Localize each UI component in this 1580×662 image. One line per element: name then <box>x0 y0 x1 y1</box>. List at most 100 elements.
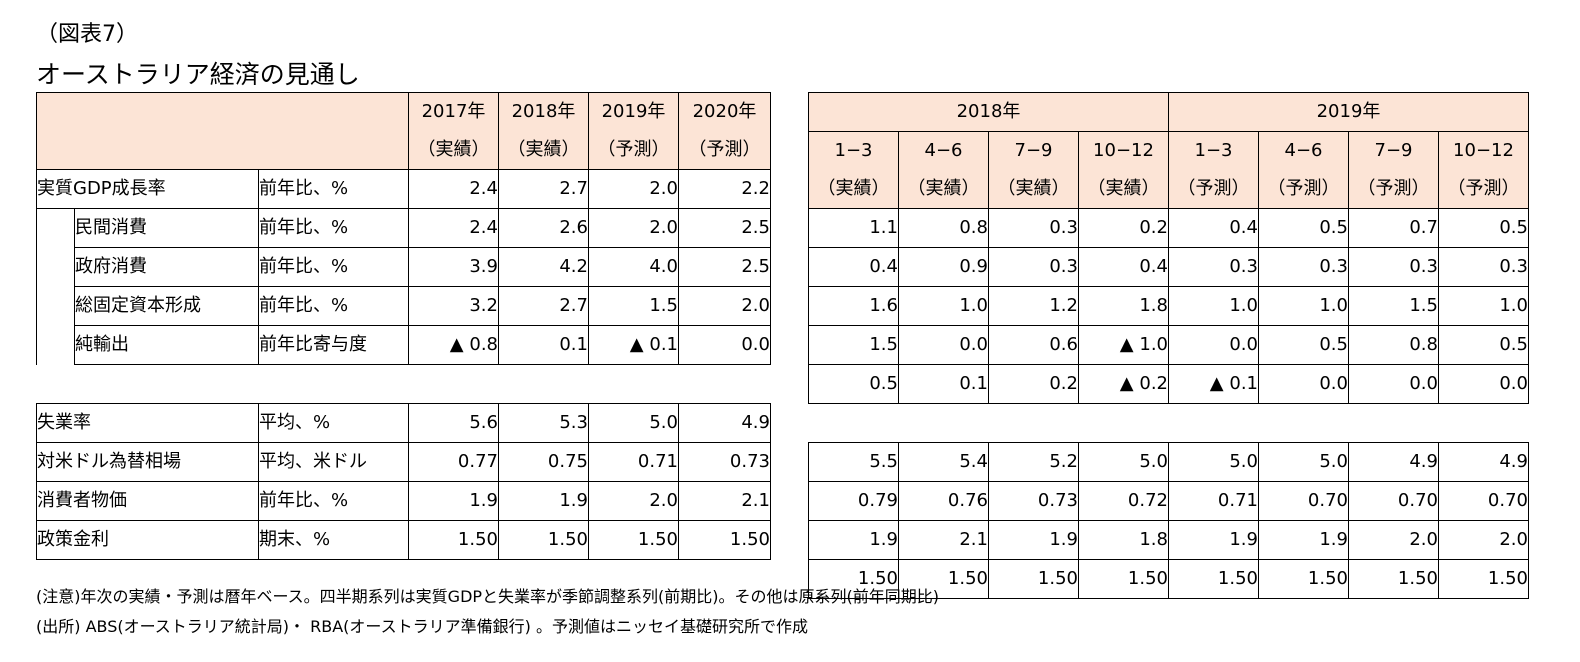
indicator-label: 民間消費 <box>74 208 259 248</box>
annual-value-cell: 4.9 <box>678 403 771 443</box>
quarterly-value-cell: 1.5 <box>1348 286 1439 326</box>
indent-cell <box>36 247 75 287</box>
quarterly-value-cell: 0.3 <box>1438 247 1529 287</box>
table-row: 消費者物価 前年比、% 1.9 1.9 2.0 2.1 <box>36 481 771 521</box>
indicator-label: 実質GDP成長率 <box>36 169 259 209</box>
annual-value-cell: 2.0 <box>678 286 771 326</box>
quarter-label: 7−9 <box>1014 140 1053 161</box>
year-header: 2019年 <box>588 92 679 131</box>
quarterly-value-cell: 1.0 <box>1258 286 1349 326</box>
quarterly-value-cell: 0.0 <box>1168 325 1259 365</box>
unit-label: 平均、% <box>258 403 409 443</box>
indicator-label: 総固定資本形成 <box>74 286 259 326</box>
quarter-header: 10−12 （予測） <box>1438 131 1529 209</box>
quarter-header: 10−12 （実績） <box>1078 131 1169 209</box>
indent-cell <box>36 286 75 326</box>
quarterly-value-cell: 5.5 <box>808 442 899 482</box>
table-row: 実質GDP成長率 前年比、% 2.4 2.7 2.0 2.2 <box>36 169 771 209</box>
unit-label: 前年比、% <box>258 247 409 287</box>
table-row: 1.6 1.0 1.2 1.8 1.0 1.0 1.5 1.0 <box>808 286 1529 326</box>
indicator-label: 対米ドル為替相場 <box>36 442 259 482</box>
forecast-type-label: （予測） <box>1447 178 1520 199</box>
forecast-type-header: （実績） <box>408 131 499 170</box>
annual-value-cell: 0.1 <box>498 325 589 365</box>
quarterly-value-cell: 0.0 <box>898 325 989 365</box>
indent-cell <box>36 208 75 248</box>
unit-label: 前年比寄与度 <box>258 325 409 365</box>
table-row: 1.5 0.0 0.6 ▲ 1.0 0.0 0.5 0.8 0.5 <box>808 325 1529 365</box>
quarter-header: 1−3 （予測） <box>1168 131 1259 209</box>
indicator-label: 消費者物価 <box>36 481 259 521</box>
quarterly-value-cell: 5.4 <box>898 442 989 482</box>
annual-value-cell: 1.9 <box>408 481 499 521</box>
quarterly-value-cell: 1.0 <box>898 286 989 326</box>
quarter-label: 7−9 <box>1374 140 1413 161</box>
figure-label: （図表7） <box>36 22 138 47</box>
quarterly-value-cell: 4.9 <box>1438 442 1529 482</box>
quarterly-value-cell: 0.70 <box>1348 481 1439 521</box>
annual-value-cell: 5.0 <box>588 403 679 443</box>
year-header: 2017年 <box>408 92 499 131</box>
annual-value-cell: 2.7 <box>498 286 589 326</box>
year-header: 2020年 <box>678 92 771 131</box>
annual-value-cell: 2.5 <box>678 208 771 248</box>
annual-value-cell: 2.2 <box>678 169 771 209</box>
quarterly-value-cell: 0.2 <box>1078 208 1169 248</box>
indicator-label: 失業率 <box>36 403 259 443</box>
note-remark: (注意)年次の実績・予測は暦年ベース。四半期系列は実質GDPと失業率が季節調整系… <box>36 587 940 606</box>
annual-value-cell: 1.50 <box>678 520 771 560</box>
quarterly-value-cell: 1.50 <box>1258 559 1349 599</box>
year-group-header: 2018年 <box>808 92 1169 132</box>
table-row: 0.5 0.1 0.2 ▲ 0.2 ▲ 0.1 0.0 0.0 0.0 <box>808 364 1529 404</box>
annual-value-cell: 4.2 <box>498 247 589 287</box>
table-row: 政策金利 期末、% 1.50 1.50 1.50 1.50 <box>36 520 771 560</box>
quarterly-value-cell: 1.50 <box>988 559 1079 599</box>
forecast-type-header: （予測） <box>588 131 679 170</box>
annual-value-cell: 1.50 <box>498 520 589 560</box>
quarterly-value-cell: 0.1 <box>898 364 989 404</box>
quarterly-value-cell: 5.0 <box>1078 442 1169 482</box>
annual-value-cell: 0.75 <box>498 442 589 482</box>
annual-table: 2017年 2018年 2019年 2020年 （実績） （実績） （予測） （予測） 実質GD… <box>36 92 771 560</box>
quarterly-value-cell: 0.70 <box>1258 481 1349 521</box>
quarterly-value-cell: 0.3 <box>1348 247 1439 287</box>
quarterly-value-cell: 1.0 <box>1168 286 1259 326</box>
quarterly-value-cell: 2.1 <box>898 520 989 560</box>
quarterly-value-cell: 0.2 <box>988 364 1079 404</box>
indicator-label: 純輸出 <box>74 325 259 365</box>
table-row: 失業率 平均、% 5.6 5.3 5.0 4.9 <box>36 403 771 443</box>
year-header: 2018年 <box>498 92 589 131</box>
quarterly-value-cell: 1.50 <box>1078 559 1169 599</box>
table-row: 対米ドル為替相場 平均、米ドル 0.77 0.75 0.71 0.73 <box>36 442 771 482</box>
annual-value-cell: 1.50 <box>588 520 679 560</box>
quarterly-value-cell: 0.70 <box>1438 481 1529 521</box>
quarterly-value-cell: 5.0 <box>1168 442 1259 482</box>
quarterly-value-cell: 1.50 <box>1348 559 1439 599</box>
unit-label: 前年比、% <box>258 481 409 521</box>
quarter-label: 1−3 <box>1194 140 1233 161</box>
forecast-type-label: （実績） <box>997 178 1070 199</box>
quarterly-value-cell: 1.50 <box>1168 559 1259 599</box>
annual-value-cell: 2.5 <box>678 247 771 287</box>
annual-value-cell: 2.6 <box>498 208 589 248</box>
quarterly-table: 2018年 2019年 1−3 （実績） 4−6 （実績） 7−9 （実績） 10−12 （実績）… <box>808 92 1529 599</box>
quarterly-value-cell: 1.8 <box>1078 286 1169 326</box>
quarterly-value-cell: ▲ 1.0 <box>1078 325 1169 365</box>
table-row: 0.4 0.9 0.3 0.4 0.3 0.3 0.3 0.3 <box>808 247 1529 287</box>
annual-value-cell: ▲ 0.1 <box>588 325 679 365</box>
quarterly-value-cell: 0.4 <box>1078 247 1169 287</box>
quarterly-value-cell: 1.50 <box>808 559 899 599</box>
quarterly-value-cell: 1.1 <box>808 208 899 248</box>
table-row: 1.9 2.1 1.9 1.8 1.9 1.9 2.0 2.0 <box>808 520 1529 560</box>
unit-label: 前年比、% <box>258 208 409 248</box>
quarterly-value-cell: ▲ 0.2 <box>1078 364 1169 404</box>
quarterly-value-cell: 1.50 <box>898 559 989 599</box>
quarterly-value-cell: 1.9 <box>808 520 899 560</box>
quarter-label: 1−3 <box>834 140 873 161</box>
quarterly-value-cell: 0.4 <box>1168 208 1259 248</box>
forecast-type-label: （予測） <box>1357 178 1430 199</box>
quarter-header: 7−9 （実績） <box>988 131 1079 209</box>
quarterly-value-cell: 0.5 <box>1258 208 1349 248</box>
annual-value-cell: 3.2 <box>408 286 499 326</box>
annual-value-cell: 2.1 <box>678 481 771 521</box>
